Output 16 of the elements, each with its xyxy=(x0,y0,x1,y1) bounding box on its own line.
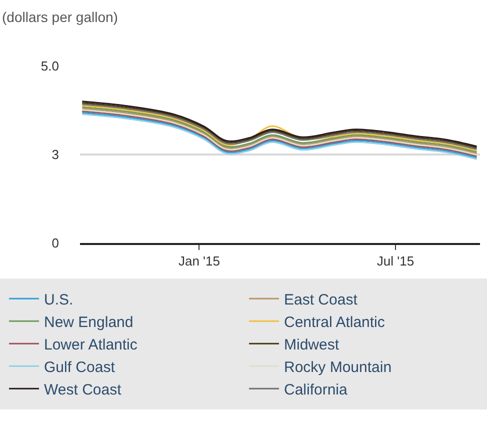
legend-label: West Coast xyxy=(44,382,122,398)
x-tick-label: Jan '15 xyxy=(178,254,220,269)
y-tick-label: 3 xyxy=(52,147,59,162)
y-axis-title: (dollars per gallon) xyxy=(2,9,118,25)
legend-label: U.S. xyxy=(44,292,74,308)
legend-label: Midwest xyxy=(284,336,340,354)
legend-label: East Coast xyxy=(284,292,358,308)
legend-label: Rocky Mountain xyxy=(284,359,392,376)
x-tick-label: Jul '15 xyxy=(376,254,414,269)
legend-label: Lower Atlantic xyxy=(44,336,138,354)
legend-label: Gulf Coast xyxy=(44,359,116,376)
y-tick-label: 5.0 xyxy=(40,58,59,74)
legend-label: New England xyxy=(44,314,134,331)
legend-label: California xyxy=(284,382,348,398)
legend-label: Central Atlantic xyxy=(284,314,386,331)
y-tick-label: 0 xyxy=(52,236,59,251)
